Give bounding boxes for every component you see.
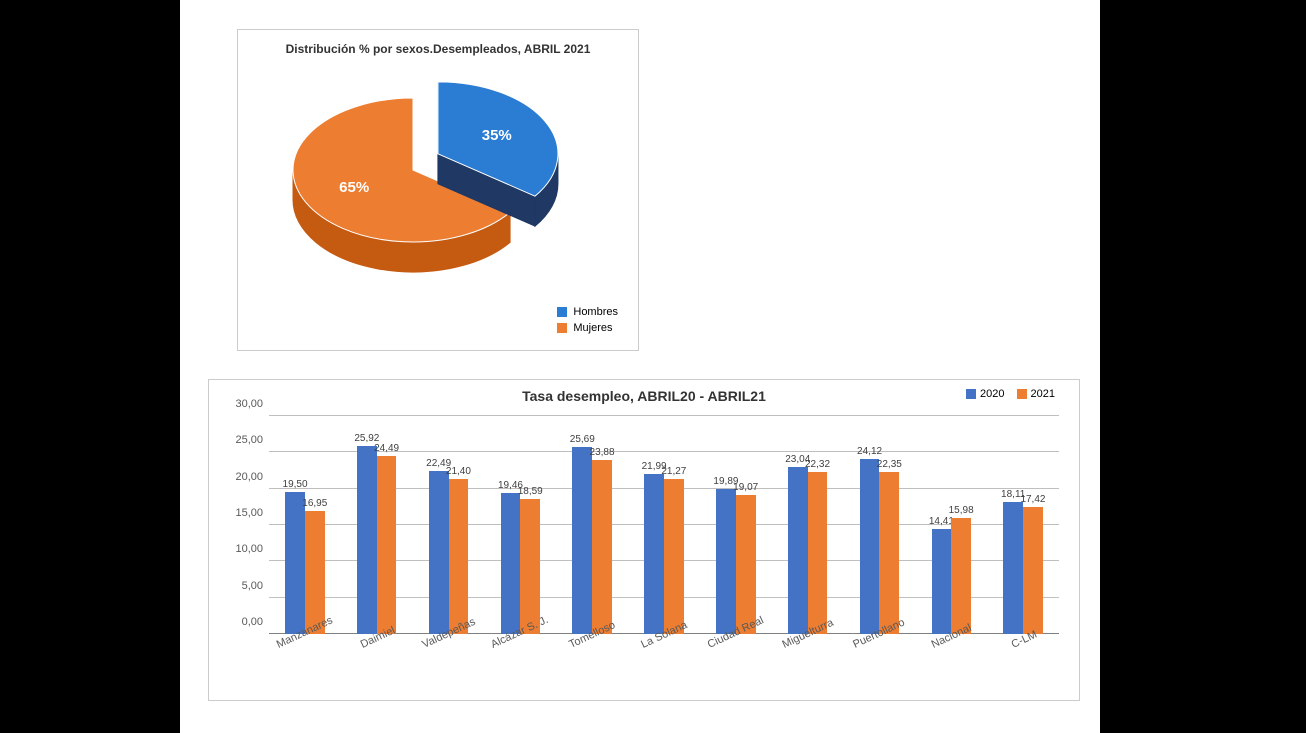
bar-legend-item: 2021	[1017, 388, 1055, 400]
bar: 24,12	[860, 459, 880, 634]
legend-swatch	[557, 323, 567, 333]
bar: 16,95	[305, 511, 325, 634]
bar-value-label: 21,27	[661, 466, 686, 477]
bar: 15,98	[951, 518, 971, 634]
pie-slice-label: 65%	[339, 179, 369, 196]
bar: 25,69	[572, 447, 592, 634]
bar-value-label: 25,92	[354, 433, 379, 444]
bar: 24,49	[377, 456, 397, 634]
bar-chart-title: Tasa desempleo, ABRIL20 - ABRIL21	[209, 388, 1079, 404]
bar-ytick-label: 0,00	[242, 616, 263, 628]
legend-label: 2020	[980, 388, 1004, 400]
pie-legend-item: Mujeres	[557, 322, 618, 334]
bar: 19,46	[501, 493, 521, 634]
bar-ytick-label: 20,00	[235, 471, 263, 483]
bar-chart-legend: 2020 2021	[966, 388, 1055, 400]
bar-chart-card: Tasa desempleo, ABRIL20 - ABRIL21 202020…	[208, 379, 1080, 701]
bar-ytick-label: 5,00	[242, 580, 263, 592]
bar: 22,32	[808, 472, 828, 634]
bar: 22,49	[429, 471, 449, 634]
bar-value-label: 18,59	[518, 486, 543, 497]
pie-legend-item: Hombres	[557, 306, 618, 318]
bar-value-label: 15,98	[949, 505, 974, 516]
legend-label: Mujeres	[573, 322, 612, 334]
bar-value-label: 19,07	[733, 482, 758, 493]
bar: 19,89	[716, 489, 736, 634]
bar-value-label: 17,42	[1020, 494, 1045, 505]
bar: 22,35	[879, 472, 899, 634]
bar-value-label: 19,50	[283, 479, 308, 490]
bar-ytick-label: 10,00	[235, 543, 263, 555]
page-root: Distribución % por sexos.Desempleados, A…	[0, 0, 1306, 733]
bar-value-label: 25,69	[570, 434, 595, 445]
bar-legend-item: 2020	[966, 388, 1004, 400]
bar-value-label: 21,40	[446, 466, 471, 477]
legend-swatch	[557, 307, 567, 317]
bar-ytick-label: 15,00	[235, 507, 263, 519]
pie-chart-title: Distribución % por sexos.Desempleados, A…	[238, 42, 638, 56]
legend-swatch	[1017, 389, 1027, 399]
bar: 21,40	[449, 479, 469, 635]
bar-value-label: 22,32	[805, 459, 830, 470]
bar-value-label: 16,95	[302, 498, 327, 509]
bar: 14,41	[932, 529, 952, 634]
bar: 18,11	[1003, 502, 1023, 634]
bar: 19,50	[285, 492, 305, 634]
pie-slice-label: 35%	[482, 127, 512, 144]
pie-chart-canvas: 65% 35%	[248, 70, 628, 290]
bar-value-label: 14,41	[929, 516, 954, 527]
bar-value-label: 24,49	[374, 443, 399, 454]
bar: 17,42	[1023, 507, 1043, 634]
bar: 23,04	[788, 467, 808, 634]
bar-value-label: 24,12	[857, 446, 882, 457]
bar: 25,92	[357, 446, 377, 634]
bar-grid-line	[269, 415, 1059, 416]
pie-chart-card: Distribución % por sexos.Desempleados, A…	[237, 29, 639, 351]
legend-label: Hombres	[573, 306, 618, 318]
bar: 21,99	[644, 474, 664, 634]
legend-label: 2021	[1031, 388, 1055, 400]
legend-swatch	[966, 389, 976, 399]
pie-chart-legend: Hombres Mujeres	[557, 302, 618, 334]
bar: 19,07	[736, 495, 756, 634]
bar-ytick-label: 25,00	[235, 434, 263, 446]
bar: 23,88	[592, 460, 612, 634]
bar-value-label: 23,88	[590, 447, 615, 458]
bar-ytick-label: 30,00	[235, 398, 263, 410]
bar-value-label: 22,35	[877, 459, 902, 470]
bar: 18,59	[520, 499, 540, 634]
bar-chart-plot-area: 0,005,0010,0015,0020,0025,0030,0019,5016…	[269, 416, 1059, 634]
bar: 21,27	[664, 479, 684, 634]
